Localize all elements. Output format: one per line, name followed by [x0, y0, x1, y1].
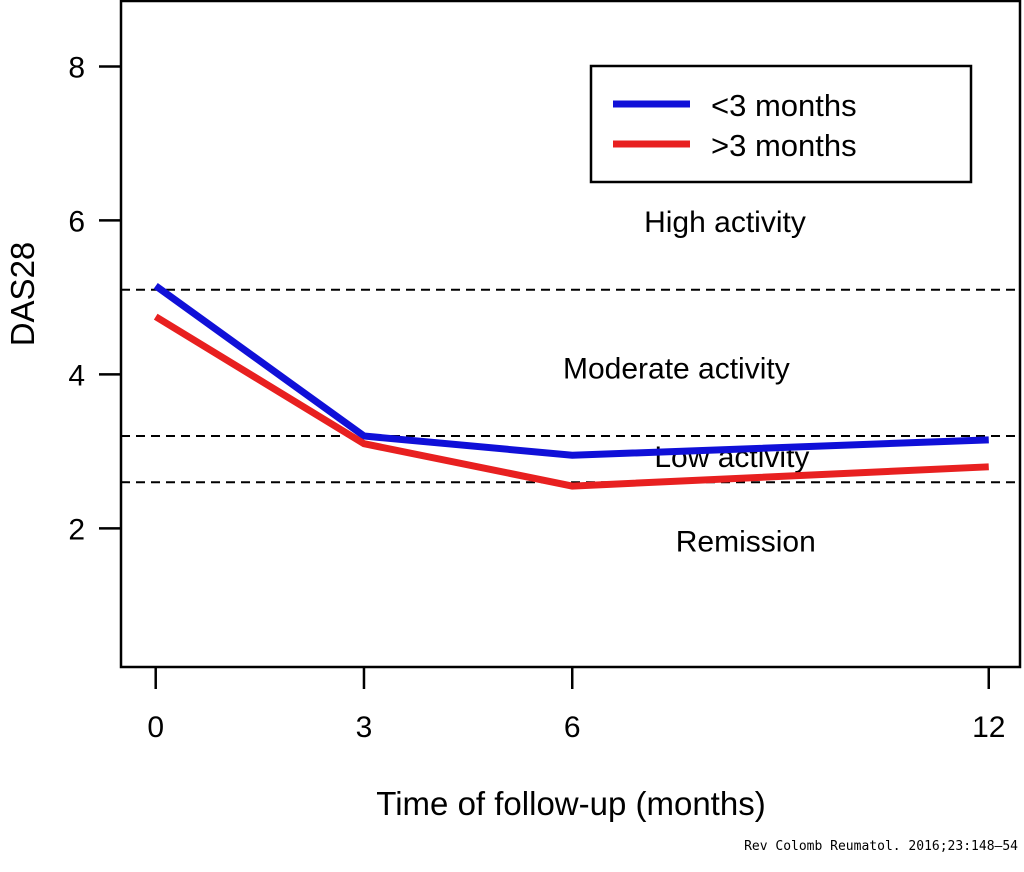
series-line-1 — [153, 283, 989, 459]
x-tick-label: 12 — [972, 711, 1005, 744]
y-axis-label: DAS28 — [4, 242, 41, 347]
legend-label: <3 months — [711, 88, 857, 123]
x-tick-label: 0 — [147, 711, 164, 744]
zone-label: High activity — [644, 206, 806, 239]
zone-label: Remission — [676, 526, 816, 559]
y-tick-label: 6 — [68, 205, 85, 238]
x-tick-label: 3 — [356, 711, 373, 744]
y-tick-label: 4 — [68, 359, 85, 392]
plot-frame — [119, 0, 1022, 669]
source-citation: Rev Colomb Reumatol. 2016;23:148–54 — [744, 839, 1018, 854]
legend-box — [589, 64, 973, 184]
series-line-2 — [153, 313, 989, 490]
legend-label: >3 months — [711, 128, 857, 163]
y-tick-label: 8 — [68, 51, 85, 84]
x-tick-label: 6 — [564, 711, 581, 744]
y-tick-label: 2 — [68, 513, 85, 546]
x-axis-label: Time of follow-up (months) — [376, 785, 765, 822]
zone-label: Moderate activity — [563, 352, 790, 385]
